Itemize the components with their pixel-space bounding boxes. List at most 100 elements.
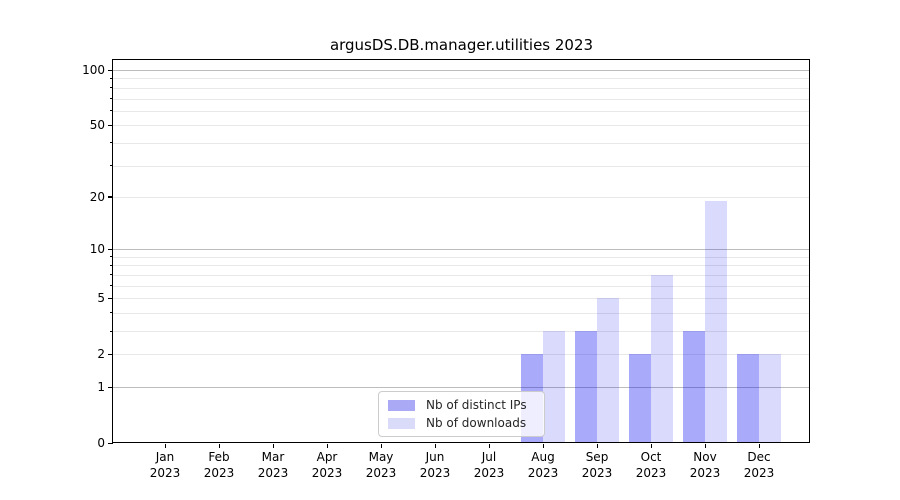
y-tick-minor (110, 87, 113, 89)
y-tick-minor (110, 77, 113, 79)
y-tick-minor (110, 256, 113, 258)
x-axis-label-month: Sep (585, 450, 609, 464)
x-tick (704, 444, 706, 448)
x-tick (542, 444, 544, 448)
x-axis-label-year: 2023 (257, 465, 289, 480)
y-tick-minor (110, 165, 113, 166)
x-tick (272, 444, 274, 448)
gridline-major (113, 249, 810, 251)
x-axis-label-month: Jul (481, 450, 497, 464)
x-axis-label-month: May (368, 450, 394, 464)
x-axis-label: Jan 2023 (137, 450, 193, 481)
x-axis-label: Feb 2023 (191, 450, 247, 481)
bar-downloads (759, 354, 781, 443)
plot-area: Nb of distinct IPs Nb of downloads (113, 60, 810, 443)
x-tick (164, 444, 166, 448)
gridline-minor (113, 125, 810, 127)
bar-distinct-ips (737, 354, 759, 443)
legend-item-distinct-ips: Nb of distinct IPs (379, 398, 544, 412)
y-axis-label: 5 (97, 291, 105, 306)
x-axis-label-month: Feb (208, 450, 230, 464)
gridline-minor (113, 165, 810, 167)
x-axis-label: Nov 2023 (677, 450, 733, 481)
y-axis-label: 10 (89, 242, 105, 257)
y-tick-minor (110, 264, 113, 266)
bar-downloads (597, 298, 619, 443)
x-axis-label: Aug 2023 (515, 450, 571, 481)
y-axis-label: 2 (97, 347, 105, 362)
bar-distinct-ips (683, 331, 705, 443)
y-tick-major (108, 196, 113, 198)
gridline-minor (113, 285, 810, 287)
x-tick (596, 444, 598, 448)
y-axis-label: 1 (97, 380, 105, 394)
x-axis-label-month: Oct (640, 450, 662, 464)
y-tick-minor (110, 98, 113, 99)
x-axis-label-month: Apr (316, 450, 338, 464)
y-tick-major (108, 386, 113, 388)
x-axis-label: Apr 2023 (299, 450, 355, 481)
x-tick (434, 444, 436, 448)
gridline-major (113, 387, 810, 388)
x-axis-label-month: Mar (261, 450, 285, 464)
x-axis-label: Sep 2023 (569, 450, 625, 481)
x-axis-label: Jun 2023 (407, 450, 463, 481)
y-axis-label: 0 (97, 436, 105, 450)
gridline-minor (113, 265, 810, 267)
y-axis-label: 20 (89, 189, 105, 204)
x-tick (326, 444, 328, 448)
bar-downloads (543, 331, 565, 443)
y-tick-major (108, 353, 113, 355)
x-tick (380, 444, 382, 448)
x-axis-label-month: Nov (693, 450, 717, 464)
x-axis-label: Mar 2023 (245, 450, 301, 481)
legend-item-downloads: Nb of downloads (379, 416, 544, 430)
y-tick-major (108, 124, 113, 126)
gridline-minor (113, 354, 810, 356)
x-axis-label-year: 2023 (581, 465, 613, 480)
gridline-minor (113, 312, 810, 314)
x-tick (758, 444, 760, 448)
x-axis-label: May 2023 (353, 450, 409, 481)
gridline-minor (113, 298, 810, 300)
y-axis-label: 100 (82, 63, 105, 77)
x-tick (650, 444, 652, 448)
gridline-minor (113, 256, 810, 258)
bar-distinct-ips (575, 331, 597, 443)
y-tick-minor (110, 110, 113, 112)
y-tick-major (108, 442, 113, 444)
gridline-major (113, 70, 810, 71)
x-axis-label-month: Jun (425, 450, 445, 464)
y-axis-label: 50 (89, 118, 105, 133)
x-axis-label-year: 2023 (311, 465, 343, 480)
x-axis-label: Dec 2023 (731, 450, 787, 481)
gridline-minor (113, 78, 810, 80)
y-tick-minor (110, 330, 113, 332)
chart-title: argusDS.DB.manager.utilities 2023 (329, 36, 594, 54)
legend-swatch-downloads-icon (388, 417, 415, 429)
legend-label-downloads: Nb of downloads (426, 416, 527, 430)
x-axis-label-year: 2023 (149, 465, 181, 480)
x-axis-label-month: Jan (155, 450, 175, 464)
y-tick-minor (110, 312, 113, 314)
legend: Nb of distinct IPs Nb of downloads (378, 391, 545, 437)
y-tick-major (108, 248, 113, 250)
x-axis-label: Jul 2023 (461, 450, 517, 481)
y-tick-major (108, 297, 113, 299)
x-axis-label-year: 2023 (689, 465, 721, 480)
bar-downloads (705, 200, 727, 443)
x-tick (488, 444, 490, 448)
y-tick-major (108, 69, 113, 71)
legend-label-distinct-ips: Nb of distinct IPs (426, 398, 527, 412)
gridline-minor (113, 196, 810, 198)
x-axis-label-year: 2023 (743, 465, 775, 480)
bar-downloads (651, 274, 673, 443)
x-axis-label-year: 2023 (419, 465, 451, 480)
x-axis-label-year: 2023 (473, 465, 505, 480)
y-tick-minor (110, 285, 113, 287)
y-tick-minor (110, 142, 113, 144)
x-axis-label-year: 2023 (203, 465, 235, 480)
gridline-minor (113, 110, 810, 112)
x-axis-label-year: 2023 (365, 465, 397, 480)
